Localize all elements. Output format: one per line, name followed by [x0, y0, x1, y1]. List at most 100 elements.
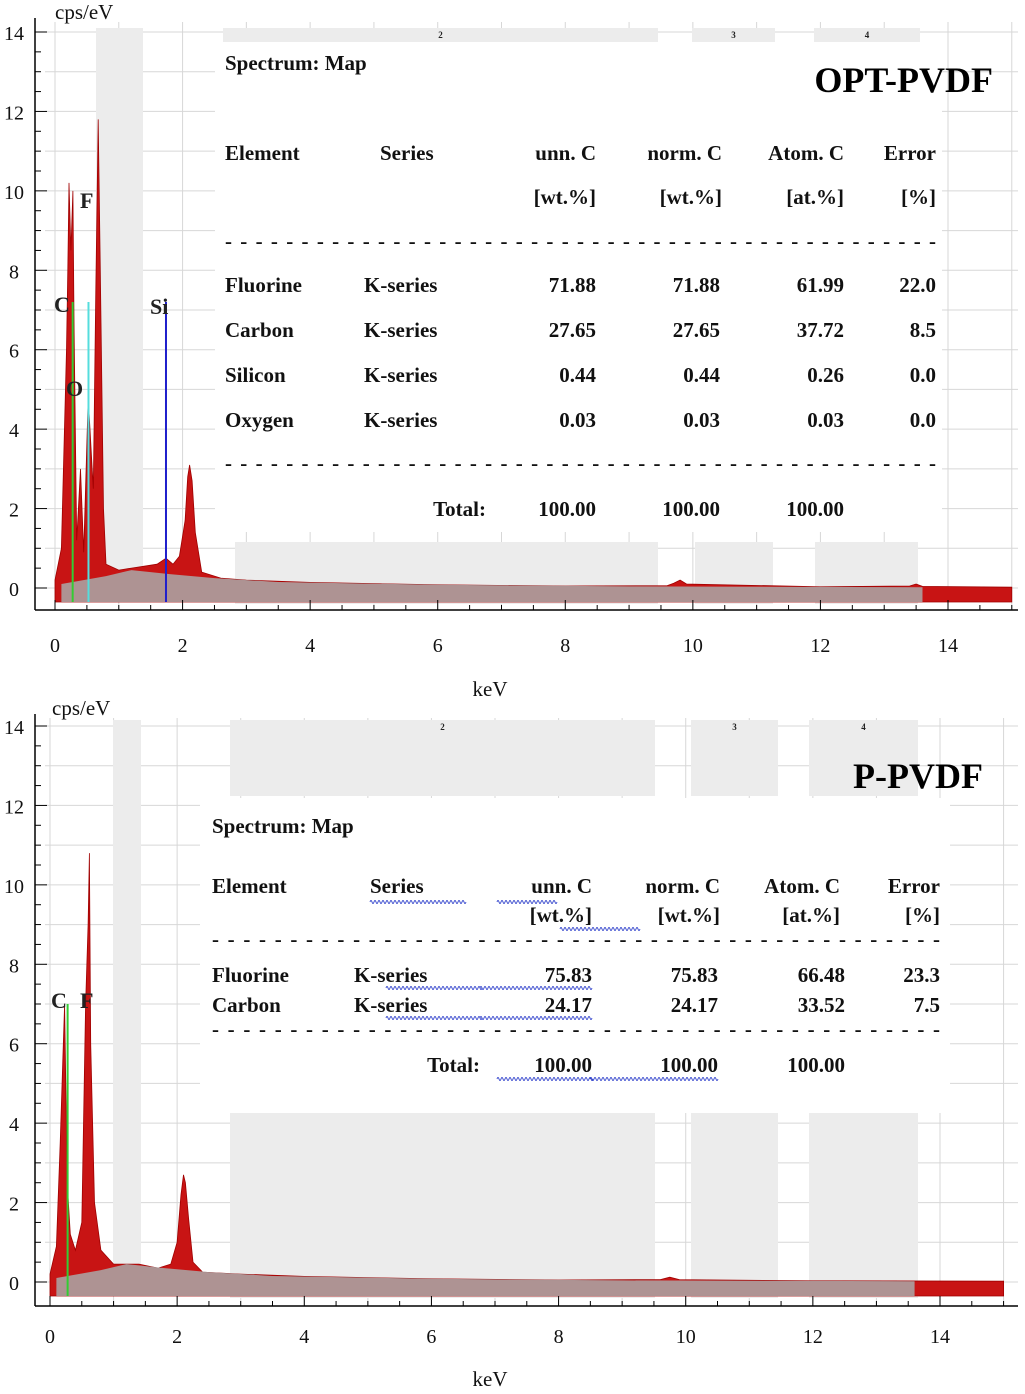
x-tick-label: 4	[305, 635, 315, 657]
table-data-cell: Carbon	[225, 318, 294, 342]
x-tick-label: 14	[930, 1326, 950, 1348]
table-header-cell: Atom. C	[768, 141, 844, 165]
y-axis-label: cps/eV	[52, 696, 110, 720]
y-tick-label: 2	[9, 500, 19, 522]
table-data-cell: Fluorine	[225, 273, 302, 297]
table-data-cell: 75.83	[671, 963, 718, 987]
spellcheck-underline	[496, 900, 558, 904]
table-data-cell: K-series	[364, 318, 437, 342]
table-total-label: Total:	[427, 1053, 480, 1077]
spellcheck-underline	[385, 986, 483, 990]
x-tick-label: 8	[560, 635, 570, 657]
region-band-1	[113, 720, 141, 1296]
table-data-cell: 0.0	[910, 408, 936, 432]
element-label: C	[51, 988, 67, 1013]
table-total-value: 100.00	[786, 497, 844, 521]
y-tick-label: 10	[4, 182, 24, 204]
y-tick-label: 0	[9, 1273, 19, 1295]
y-tick-label: 14	[4, 717, 24, 739]
table-header-cell: norm. C	[645, 874, 720, 898]
table-unit-cell: [wt.%]	[660, 185, 722, 209]
x-tick-label: 4	[299, 1326, 309, 1348]
table-total-value: 100.00	[787, 1053, 845, 1077]
region-band-lower	[230, 1112, 655, 1298]
table-data-cell: 27.65	[673, 318, 720, 342]
table-data-cell: Fluorine	[212, 963, 289, 987]
y-tick-label: 8	[9, 261, 19, 283]
region-band-lower	[691, 1112, 778, 1298]
x-tick-label: 6	[426, 1326, 436, 1348]
x-tick-label: 2	[178, 635, 188, 657]
element-label: C	[54, 292, 70, 317]
table-unit-cell: [wt.%]	[530, 903, 592, 927]
region-band	[691, 720, 778, 796]
x-axis-label: keV	[473, 677, 508, 701]
table-data-cell: Silicon	[225, 363, 286, 387]
table-total-value: 100.00	[538, 497, 596, 521]
table-data-cell: 71.88	[549, 273, 596, 297]
y-tick-label: 4	[9, 1114, 19, 1136]
table-total-label: Total:	[433, 497, 486, 521]
table-header-cell: Error	[884, 141, 936, 165]
result-table-backdrop	[215, 42, 942, 532]
spectrum-title: Spectrum: Map	[212, 814, 354, 838]
table-unit-cell: [at.%]	[782, 903, 840, 927]
table-total-value: 100.00	[660, 1053, 718, 1077]
table-unit-cell: [wt.%]	[534, 185, 596, 209]
y-tick-label: 12	[4, 796, 24, 818]
x-tick-label: 0	[45, 1326, 55, 1348]
region-number: 2	[440, 722, 445, 732]
x-tick-label: 6	[433, 635, 443, 657]
table-header-cell: unn. C	[535, 141, 596, 165]
table-data-cell: 61.99	[797, 273, 844, 297]
sample-label: OPT-PVDF	[814, 60, 993, 100]
spellcheck-underline	[559, 927, 641, 931]
y-tick-label: 0	[9, 579, 19, 601]
element-label: Si	[150, 294, 168, 319]
region-number: 4	[865, 30, 870, 40]
table-data-cell: 0.03	[683, 408, 720, 432]
region-number: 2	[438, 30, 443, 40]
table-data-cell: K-series	[364, 273, 437, 297]
table-data-cell: K-series	[364, 408, 437, 432]
table-data-cell: Carbon	[212, 993, 281, 1017]
table-data-cell: 71.88	[673, 273, 720, 297]
table-data-cell: 0.0	[910, 363, 936, 387]
x-axis-label: keV	[473, 1367, 508, 1389]
table-unit-cell: [%]	[905, 903, 940, 927]
table-data-cell: 66.48	[798, 963, 845, 987]
spellcheck-underline	[589, 1077, 719, 1081]
background-continuum	[61, 570, 923, 602]
x-tick-label: 10	[683, 635, 703, 657]
x-tick-label: 10	[676, 1326, 696, 1348]
table-data-cell: 75.83	[545, 963, 592, 987]
table-header-cell: Series	[370, 874, 424, 898]
sample-label: P-PVDF	[853, 756, 983, 796]
y-tick-label: 4	[9, 420, 19, 442]
spellcheck-underline	[479, 1016, 593, 1020]
table-data-cell: K-series	[364, 363, 437, 387]
table-data-cell: 0.26	[807, 363, 844, 387]
spectrum-title: Spectrum: Map	[225, 51, 367, 75]
table-data-cell: 0.03	[807, 408, 844, 432]
table-data-cell: 0.44	[683, 363, 720, 387]
table-data-cell: K-series	[354, 993, 427, 1017]
y-axis-label: cps/eV	[55, 0, 113, 24]
region-band	[692, 28, 775, 42]
result-table-backdrop	[200, 798, 950, 1113]
region-band	[814, 28, 920, 42]
spectrum-panel-bottom: 1234CF1412108642002468101214cps/eVkeVP-P…	[4, 696, 1018, 1391]
y-tick-label: 6	[9, 1035, 19, 1057]
table-data-cell: 23.3	[903, 963, 940, 987]
spellcheck-underline	[369, 900, 467, 904]
x-tick-label: 12	[810, 635, 830, 657]
y-tick-label: 6	[9, 341, 19, 363]
element-label: F	[80, 988, 93, 1013]
table-header-cell: Element	[212, 874, 287, 898]
table-unit-cell: [%]	[901, 185, 936, 209]
table-data-cell: 7.5	[914, 993, 940, 1017]
spectrum-panel-top: 1234COFSi1412108642002468101214cps/eVkeV…	[4, 0, 1018, 701]
table-data-cell: Oxygen	[225, 408, 294, 432]
